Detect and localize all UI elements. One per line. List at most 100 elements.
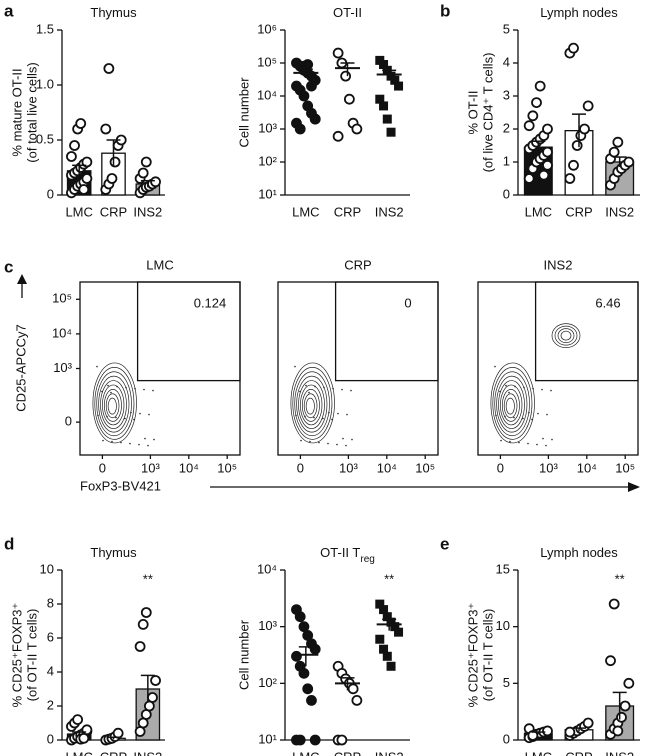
data-point: [390, 622, 400, 632]
title-text: Lymph nodes: [540, 545, 618, 560]
data-point: [568, 42, 579, 54]
event: [346, 413, 348, 416]
event: [139, 412, 141, 415]
data-point: [294, 611, 306, 623]
data-point: [375, 634, 385, 644]
data-point: [616, 711, 627, 723]
event: [541, 388, 543, 391]
y-axis-title: % OT-II: [465, 90, 480, 134]
y-axis-title: (of live CD4⁺ T cells): [480, 53, 495, 173]
y-tick-label: 10⁴: [257, 561, 277, 576]
data-point: [298, 621, 310, 633]
event: [295, 414, 297, 417]
event: [551, 438, 553, 441]
data-point: [605, 655, 616, 667]
data-point: [351, 123, 363, 135]
y-axis-title: Cell number: [236, 619, 251, 690]
data-point: [542, 159, 553, 171]
event: [138, 443, 140, 446]
y-tick-label: 4: [47, 663, 54, 678]
title-text: Lymph nodes: [540, 5, 618, 20]
y-axis-title: Cell number: [236, 77, 251, 148]
contour: [102, 384, 125, 426]
data-point: [394, 81, 404, 91]
y-axis-title: % mature OT-II: [9, 68, 24, 156]
contour: [298, 380, 325, 429]
event: [550, 389, 552, 392]
data-point: [619, 700, 631, 712]
title-text: Thymus: [90, 545, 137, 560]
contour: [300, 384, 323, 426]
event: [323, 386, 325, 389]
contour: [100, 380, 127, 429]
chart-title: INS2: [544, 257, 573, 272]
contour: [496, 375, 528, 433]
event: [345, 444, 347, 447]
data-point: [623, 677, 635, 689]
data-point: [332, 47, 344, 59]
y-tick-label: 10³: [53, 360, 72, 375]
event: [116, 385, 118, 388]
x-tick-label: INS2: [605, 749, 634, 756]
gate-frequency: 0: [404, 295, 411, 310]
y-axis-title: (of OT-II T cells): [480, 609, 495, 702]
event: [341, 388, 343, 391]
data-point: [103, 63, 115, 74]
x-tick-label: 0: [497, 460, 504, 475]
data-point: [306, 694, 317, 706]
event: [152, 389, 154, 392]
event: [536, 443, 538, 446]
data-point: [390, 75, 400, 85]
y-tick-label: 10⁴: [52, 325, 72, 340]
event: [518, 441, 520, 444]
contour: [105, 393, 120, 419]
contour: [107, 397, 117, 415]
x-tick-label: 0: [99, 460, 106, 475]
data-point: [571, 140, 583, 151]
data-point: [309, 643, 321, 655]
y-tick-label: 10⁶: [257, 21, 277, 36]
gate: [136, 281, 241, 382]
contour: [494, 371, 530, 437]
significance: **: [143, 571, 153, 586]
x-tick-label: LMC: [525, 204, 552, 219]
y-axis-title: (of OT-II T cells): [24, 609, 39, 702]
contour: [305, 397, 315, 415]
y-tick-label: 6: [47, 629, 54, 644]
title-text: OT-II T: [320, 545, 360, 560]
panel-label: d: [4, 534, 14, 553]
contour: [92, 362, 137, 444]
contour: [492, 367, 533, 440]
panel-label: c: [4, 257, 13, 276]
event: [110, 391, 112, 394]
x-tick-label: INS2: [133, 749, 162, 756]
x-tick-label: 10⁵: [217, 460, 237, 475]
data-point: [568, 159, 579, 171]
x-tick-label: INS2: [133, 204, 162, 219]
event: [148, 413, 150, 416]
event: [531, 418, 533, 421]
title-text: Thymus: [90, 5, 137, 20]
event: [546, 413, 548, 416]
y-axis-title: (of total live cells): [24, 62, 39, 162]
event: [305, 384, 307, 387]
data-point: [109, 156, 121, 168]
data-point: [137, 167, 149, 179]
chart-title: Lymph nodes: [540, 545, 618, 560]
data-point: [375, 599, 385, 609]
data-point: [379, 644, 389, 654]
y-tick-label: 10⁵: [52, 291, 72, 306]
data-point: [81, 724, 93, 736]
x-tick-label: LMC: [292, 749, 319, 756]
data-point: [382, 114, 392, 124]
event: [494, 365, 496, 368]
x-tick-label: 10⁴: [577, 460, 597, 475]
data-point: [302, 59, 314, 70]
arrowhead: [17, 274, 27, 284]
x-tick-label: 0: [297, 460, 304, 475]
data-point: [523, 120, 535, 132]
data-point: [542, 123, 553, 135]
event: [336, 443, 338, 446]
data-point: [291, 650, 302, 662]
